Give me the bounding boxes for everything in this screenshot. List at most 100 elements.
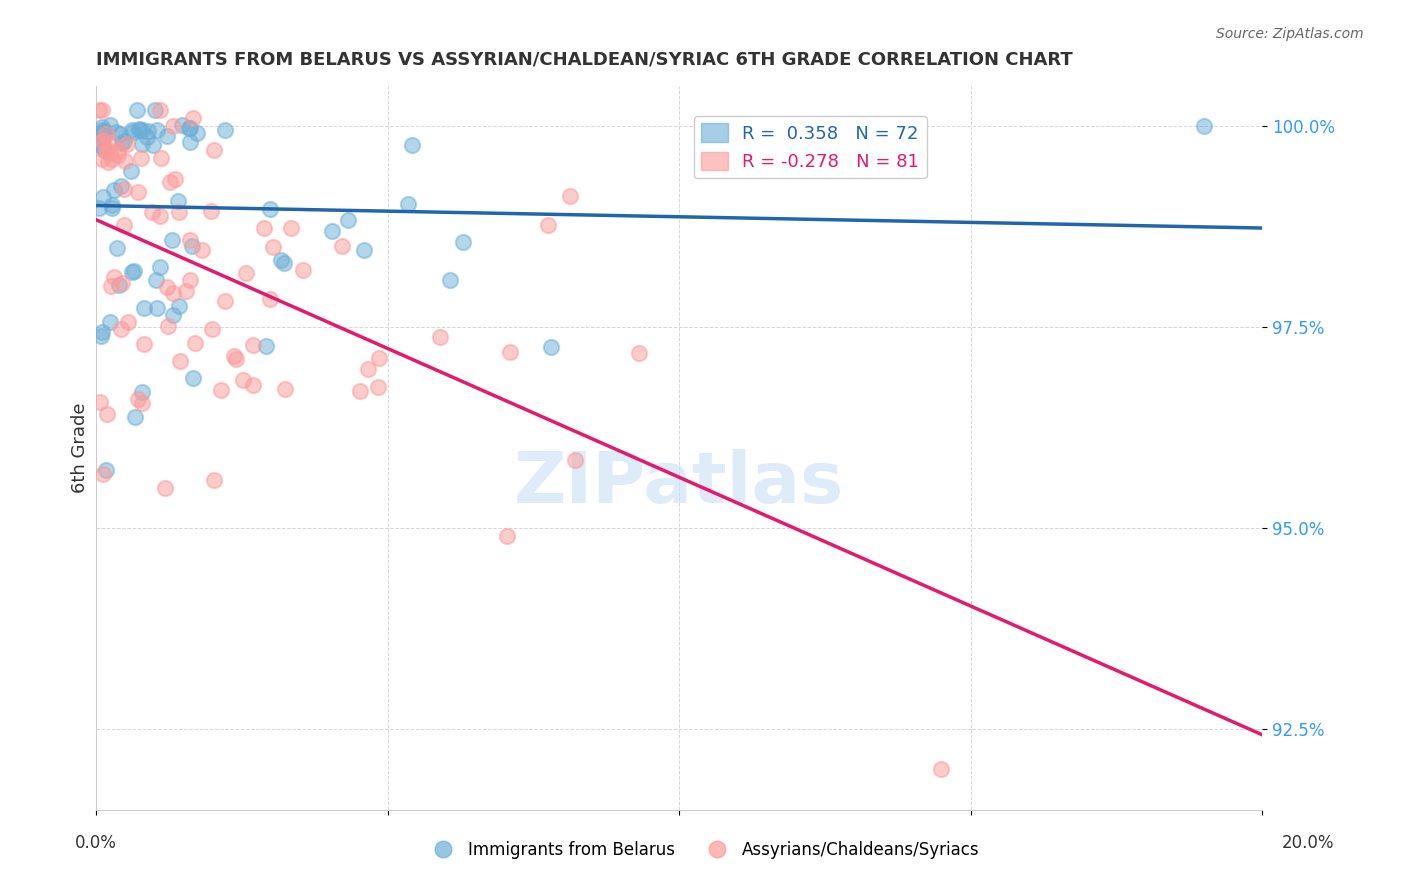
- Point: [174, 285, 197, 299]
- Point: [540, 340, 562, 354]
- Point: [274, 382, 297, 396]
- Point: [160, 233, 183, 247]
- Point: [242, 338, 264, 352]
- Point: [91, 126, 114, 140]
- Point: [127, 392, 149, 406]
- Point: [162, 285, 184, 300]
- Point: [499, 344, 522, 359]
- Point: [204, 143, 226, 157]
- Point: [124, 264, 146, 278]
- Point: [439, 272, 461, 286]
- Point: [330, 239, 353, 253]
- Point: [120, 163, 142, 178]
- Point: [146, 301, 169, 316]
- Point: [209, 384, 232, 398]
- Point: [96, 407, 118, 421]
- Point: [368, 351, 391, 365]
- Point: [131, 384, 153, 399]
- Point: [232, 373, 254, 387]
- Text: Source: ZipAtlas.com: Source: ZipAtlas.com: [1216, 27, 1364, 41]
- Point: [262, 240, 284, 254]
- Point: [91, 139, 114, 153]
- Point: [627, 345, 650, 359]
- Point: [91, 122, 114, 136]
- Point: [100, 153, 122, 167]
- Point: [181, 111, 204, 125]
- Point: [1192, 119, 1215, 133]
- Point: [349, 384, 371, 398]
- Point: [167, 299, 190, 313]
- Point: [91, 134, 114, 148]
- Point: [111, 136, 134, 150]
- Point: [93, 124, 115, 138]
- Point: [367, 380, 389, 394]
- Point: [353, 243, 375, 257]
- Point: [495, 529, 517, 543]
- Point: [91, 103, 114, 117]
- Point: [149, 209, 172, 223]
- Point: [127, 185, 149, 199]
- Point: [100, 278, 122, 293]
- Point: [149, 103, 172, 118]
- Text: 20.0%: 20.0%: [1281, 834, 1334, 852]
- Point: [156, 128, 179, 143]
- Point: [225, 352, 247, 367]
- Point: [270, 252, 292, 267]
- Point: [180, 239, 202, 253]
- Point: [132, 301, 155, 315]
- Point: [179, 136, 201, 150]
- Point: [135, 130, 157, 145]
- Legend: R =  0.358   N = 72, R = -0.278   N = 81: R = 0.358 N = 72, R = -0.278 N = 81: [693, 116, 927, 178]
- Point: [108, 278, 131, 293]
- Point: [291, 262, 314, 277]
- Point: [131, 136, 153, 151]
- Point: [242, 377, 264, 392]
- Point: [121, 125, 143, 139]
- Point: [179, 121, 201, 136]
- Point: [136, 124, 159, 138]
- Point: [235, 266, 257, 280]
- Point: [96, 144, 118, 158]
- Point: [91, 467, 114, 482]
- Point: [110, 322, 132, 336]
- Point: [91, 134, 114, 148]
- Point: [112, 134, 135, 148]
- Point: [121, 122, 143, 136]
- Point: [357, 362, 380, 376]
- Point: [143, 103, 166, 117]
- Point: [181, 370, 204, 384]
- Point: [401, 137, 423, 152]
- Point: [112, 218, 135, 232]
- Point: [127, 103, 149, 117]
- Point: [321, 224, 343, 238]
- Point: [169, 354, 191, 368]
- Point: [222, 349, 245, 363]
- Point: [121, 265, 143, 279]
- Point: [149, 260, 172, 275]
- Point: [90, 329, 112, 343]
- Point: [87, 201, 110, 215]
- Point: [129, 122, 152, 136]
- Point: [104, 125, 127, 139]
- Point: [131, 395, 153, 409]
- Point: [107, 144, 129, 158]
- Point: [156, 318, 179, 333]
- Point: [167, 204, 190, 219]
- Point: [114, 154, 136, 169]
- Point: [162, 308, 184, 322]
- Point: [273, 256, 295, 270]
- Point: [101, 198, 124, 212]
- Point: [129, 152, 152, 166]
- Point: [179, 272, 201, 286]
- Point: [153, 481, 176, 495]
- Text: ZIPatlas: ZIPatlas: [515, 450, 844, 518]
- Point: [94, 127, 117, 141]
- Point: [111, 276, 134, 290]
- Point: [146, 123, 169, 137]
- Point: [98, 118, 121, 132]
- Point: [131, 122, 153, 136]
- Point: [396, 196, 419, 211]
- Point: [110, 128, 132, 142]
- Point: [259, 202, 281, 216]
- Point: [91, 152, 114, 166]
